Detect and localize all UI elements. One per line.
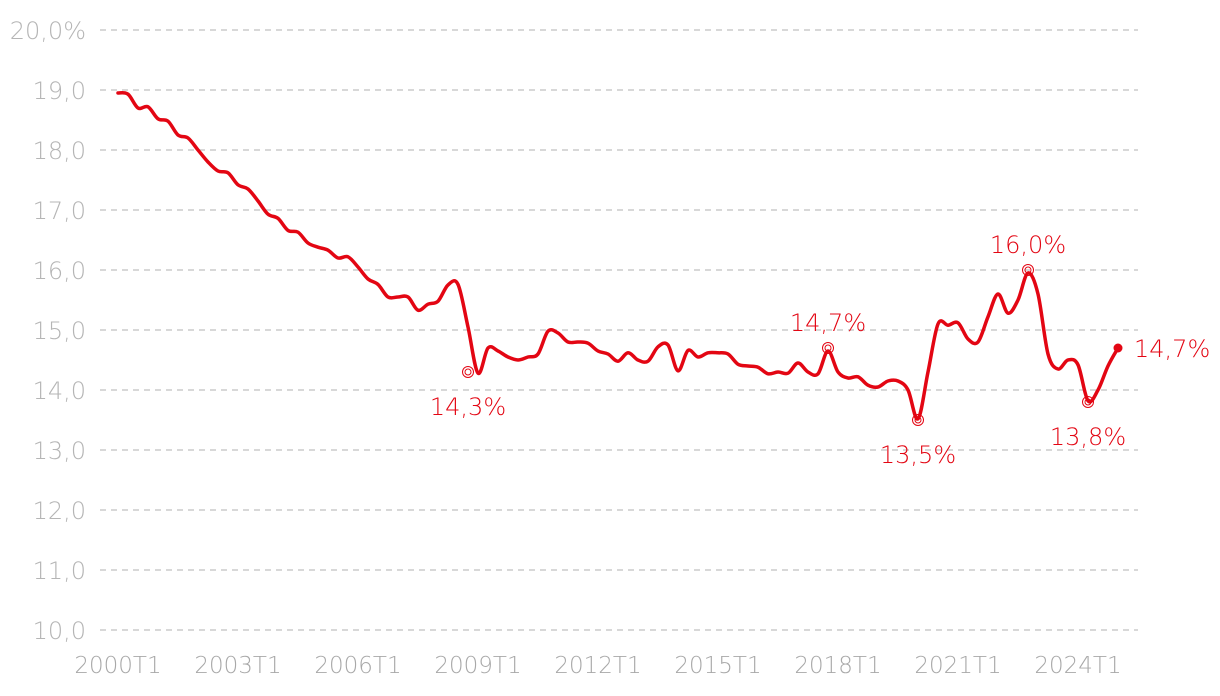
point-marker [462, 366, 474, 378]
y-tick-label: 14,0 [33, 377, 86, 405]
y-tick-label: 17,0 [33, 197, 86, 225]
x-tick-label: 2003T1 [194, 653, 281, 679]
data-label: 13,8% [1050, 423, 1126, 451]
point-marker [1113, 343, 1123, 353]
point-marker [912, 414, 924, 426]
data-label: 14,7% [790, 309, 866, 337]
point-marker-inner [914, 416, 922, 424]
point-marker [1022, 264, 1034, 276]
data-label: 16,0% [990, 231, 1066, 259]
y-tick-label: 13,0 [33, 437, 86, 465]
x-axis: 2000T1 2003T1 2006T1 2009T1 2012T1 2015T1 2018… [74, 653, 1121, 679]
x-tick-label: 2021T1 [914, 653, 1001, 679]
y-tick-label: 10,0 [33, 617, 86, 645]
x-tick-label: 2015T1 [674, 653, 761, 679]
annotations: 14,3% 14,7% 13,5% 16,0% 13,8% 14,7% [430, 231, 1210, 469]
point-marker [822, 342, 834, 354]
series-group [116, 90, 1120, 421]
x-tick-label: 2024T1 [1034, 653, 1121, 679]
x-tick-label: 2000T1 [74, 653, 161, 679]
x-tick-label: 2006T1 [314, 653, 401, 679]
x-tick-label: 2009T1 [434, 653, 521, 679]
y-tick-label: 19,0 [33, 77, 86, 105]
y-tick-label: 18,0 [33, 137, 86, 165]
series-line [116, 90, 1120, 421]
point-marker [1082, 396, 1094, 408]
x-tick-label: 2012T1 [554, 653, 641, 679]
x-tick-label: 2018T1 [794, 653, 881, 679]
point-marker-inner [824, 344, 832, 352]
point-marker-inner [1084, 398, 1092, 406]
y-tick-label: 12,0 [33, 497, 86, 525]
y-tick-label: 11,0 [33, 557, 86, 585]
y-tick-label: 15,0 [33, 317, 86, 345]
point-marker-inner [1024, 266, 1032, 274]
data-label: 14,7% [1134, 335, 1210, 363]
y-tick-label: 16,0 [33, 257, 86, 285]
y-axis: 10,0 11,0 12,0 13,0 14,0 15,0 16,0 17,0 18,0 19,0… [10, 17, 86, 645]
grid [100, 29, 1138, 631]
data-label: 14,3% [430, 393, 506, 421]
point-marker-inner [464, 368, 472, 376]
data-label: 13,5% [880, 441, 956, 469]
y-tick-label: 20,0% [10, 17, 86, 45]
